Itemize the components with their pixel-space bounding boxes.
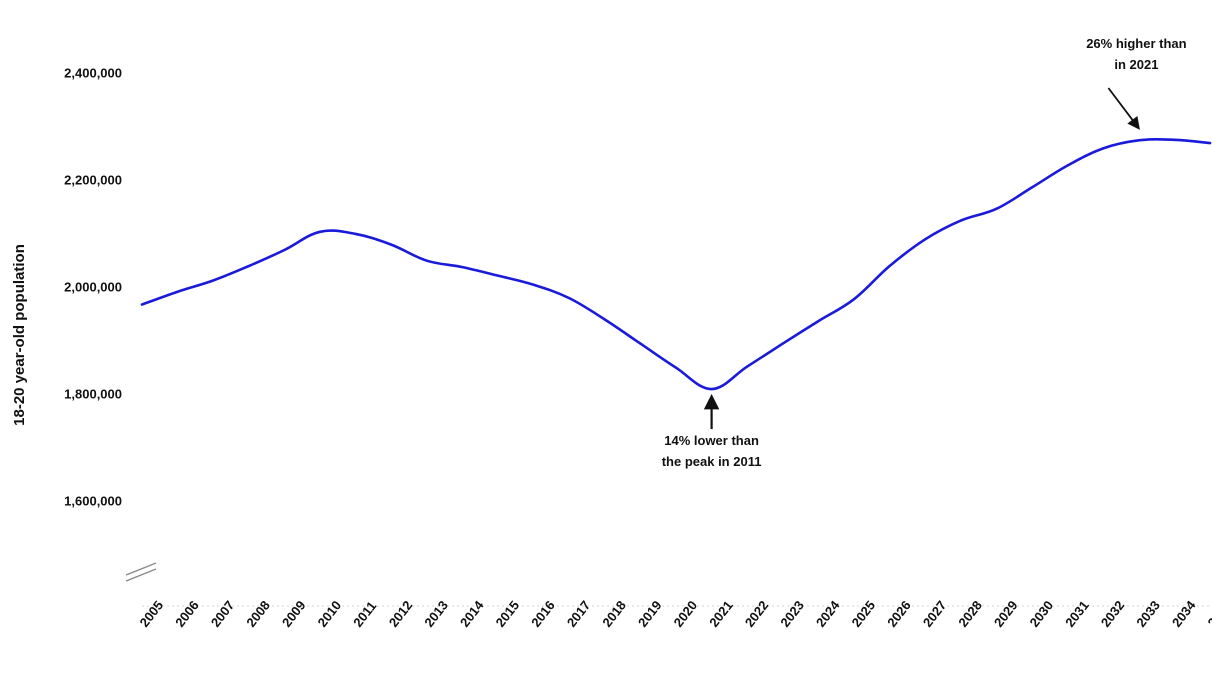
series-line bbox=[140, 138, 1212, 391]
y-axis-title: 18-20 year-old population bbox=[11, 244, 28, 426]
x-tick-label: 2024 bbox=[813, 597, 843, 630]
annotations: 14% lower than the peak in 2011 26% higher… bbox=[662, 36, 1187, 469]
data-point bbox=[318, 230, 322, 234]
annotation-text: in 2021 bbox=[1114, 57, 1158, 72]
x-tick-label: 2007 bbox=[208, 598, 238, 630]
x-tick-label: 2025 bbox=[849, 598, 879, 630]
annotation-text: 26% higher than bbox=[1086, 36, 1186, 51]
data-point bbox=[746, 365, 749, 368]
x-tick-label: 2018 bbox=[599, 598, 629, 630]
x-tick-label: 2016 bbox=[528, 598, 558, 630]
y-tick-label: 2,000,000 bbox=[64, 279, 122, 294]
x-tick-label: 2026 bbox=[884, 598, 914, 630]
x-tick-label: 2017 bbox=[564, 598, 594, 630]
x-tick-label: 2020 bbox=[671, 598, 701, 630]
x-tick-label: 2023 bbox=[777, 598, 807, 630]
x-tick-label: 2030 bbox=[1027, 598, 1057, 630]
data-point bbox=[1030, 186, 1034, 189]
x-tick-label: 2013 bbox=[421, 598, 451, 630]
x-tick-label: 2029 bbox=[991, 598, 1021, 630]
data-point bbox=[959, 219, 962, 222]
annotation-arrow bbox=[1107, 87, 1140, 130]
series-group bbox=[140, 138, 1212, 391]
x-tick-label: 2014 bbox=[457, 597, 487, 630]
x-tick-label: 2035 bbox=[1205, 598, 1212, 630]
data-point bbox=[852, 297, 856, 301]
data-point bbox=[1066, 164, 1069, 167]
data-point bbox=[390, 243, 393, 246]
x-tick-label: 2012 bbox=[386, 598, 416, 630]
data-point bbox=[568, 296, 571, 300]
data-point bbox=[603, 318, 606, 321]
data-point bbox=[995, 207, 998, 211]
data-point bbox=[710, 387, 713, 391]
x-tick-label: 2011 bbox=[350, 598, 379, 629]
data-point bbox=[781, 342, 784, 345]
axis-break-icon bbox=[125, 562, 157, 582]
x-tick-label: 2034 bbox=[1169, 597, 1199, 630]
data-point bbox=[674, 366, 678, 369]
annotation-text: the peak in 2011 bbox=[662, 454, 762, 469]
x-axis: 2005 2006 2007 2008 2009 2010 2011 2012 2013 2014… bbox=[137, 597, 1212, 630]
data-point bbox=[888, 264, 891, 268]
data-point bbox=[247, 264, 250, 268]
y-tick-label: 2,400,000 bbox=[64, 65, 122, 80]
y-tick-label: 2,200,000 bbox=[64, 172, 122, 187]
data-point bbox=[1173, 138, 1176, 142]
data-point bbox=[425, 259, 428, 262]
data-point bbox=[212, 279, 215, 282]
y-axis: 1,600,000 1,800,000 2,000,000 2,200,000 2,40… bbox=[64, 65, 122, 508]
data-point bbox=[532, 283, 535, 286]
data-point bbox=[639, 342, 642, 345]
data-point bbox=[496, 274, 500, 277]
x-tick-label: 2010 bbox=[315, 598, 345, 630]
annotation-text: 14% lower than bbox=[664, 433, 759, 448]
data-point bbox=[924, 238, 927, 241]
data-point bbox=[1102, 147, 1105, 150]
x-tick-label: 2005 bbox=[137, 598, 167, 630]
data-point bbox=[176, 290, 179, 293]
data-point bbox=[1208, 141, 1212, 145]
x-tick-label: 2006 bbox=[172, 598, 202, 630]
x-tick-label: 2015 bbox=[493, 598, 523, 630]
data-point bbox=[140, 303, 144, 306]
y-tick-label: 1,600,000 bbox=[64, 493, 122, 508]
x-tick-label: 2031 bbox=[1062, 598, 1092, 630]
data-point bbox=[461, 265, 464, 269]
x-tick-label: 2022 bbox=[742, 598, 772, 630]
data-point bbox=[1137, 139, 1141, 142]
x-tick-label: 2019 bbox=[635, 598, 665, 630]
data-point bbox=[354, 232, 357, 236]
data-point bbox=[283, 248, 286, 252]
x-tick-label: 2028 bbox=[955, 598, 985, 630]
x-tick-label: 2008 bbox=[243, 598, 273, 630]
x-tick-label: 2032 bbox=[1098, 598, 1128, 630]
x-tick-label: 2009 bbox=[279, 598, 309, 630]
data-point bbox=[817, 319, 820, 323]
x-tick-label: 2027 bbox=[920, 598, 950, 630]
y-tick-label: 1,800,000 bbox=[64, 386, 122, 401]
x-tick-label: 2033 bbox=[1133, 598, 1163, 630]
x-tick-label: 2021 bbox=[706, 598, 736, 630]
